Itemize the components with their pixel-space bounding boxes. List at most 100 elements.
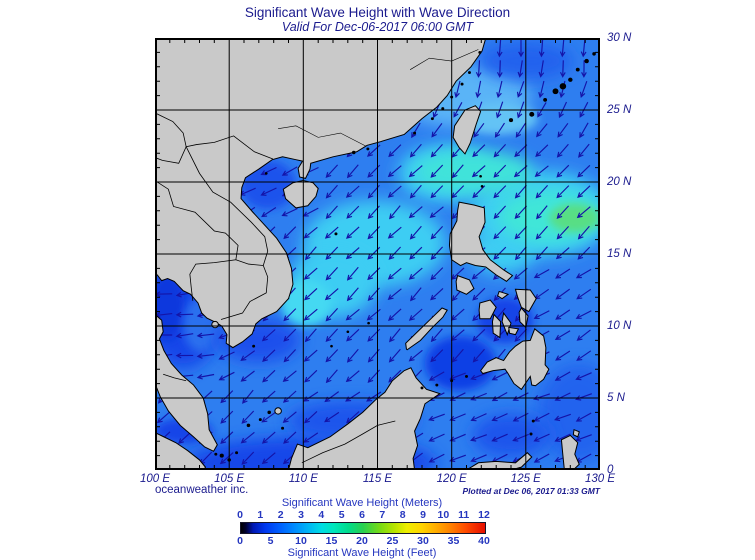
island-ryukyu — [568, 77, 573, 82]
lat-lon-grid — [155, 38, 600, 470]
islet-china-coast — [467, 71, 471, 74]
land-masses — [155, 38, 596, 470]
meters-tick-label: 7 — [379, 509, 386, 521]
border-vietnam-laos — [186, 147, 268, 320]
credit-text: oceanweather inc. — [155, 484, 249, 496]
degree-tick-marks — [155, 38, 600, 470]
island-natuna-east — [281, 426, 285, 430]
chart-title: Significant Wave Height with Wave Direct… — [244, 5, 511, 20]
feet-tick-label: 25 — [386, 535, 399, 547]
island-sangihe — [531, 419, 535, 423]
map-area — [155, 38, 600, 470]
feet-tick-label: 20 — [356, 535, 368, 547]
island-ryukyu — [592, 52, 596, 56]
islet-riau — [235, 451, 239, 455]
island-okinawa — [559, 83, 567, 90]
legend-title-feet: Significant Wave Height (Feet) — [287, 547, 437, 559]
island-sulu — [465, 374, 468, 378]
country-borders — [155, 50, 478, 463]
lon-axis-label: 105 E — [214, 473, 245, 485]
meters-tick-label: 2 — [277, 509, 284, 521]
lon-axis-label: 115 E — [362, 473, 393, 485]
land-hainan — [283, 181, 318, 208]
islet-china-coast — [441, 107, 445, 110]
islet-china-coast — [430, 117, 434, 121]
legend-title-meters: Significant Wave Height (Meters) — [281, 497, 443, 509]
land-panay — [479, 300, 496, 319]
lat-axis-label: 5 N — [607, 392, 625, 404]
islet-china-coast — [460, 82, 464, 86]
feet-tick-label: 10 — [295, 535, 307, 547]
meters-tick-label: 10 — [437, 509, 450, 521]
land-luzon — [449, 202, 512, 281]
island-anambas — [246, 423, 251, 428]
meters-tick-label: 5 — [338, 509, 345, 521]
meters-tick-label: 1 — [257, 509, 264, 521]
lon-axis-label: 125 E — [510, 473, 541, 485]
feet-tick-label: 15 — [325, 535, 338, 547]
island-con-dao — [252, 344, 256, 348]
river-xi — [278, 126, 366, 146]
islet-singapore-area — [219, 453, 224, 458]
lat-axis-label: 30 N — [607, 32, 632, 44]
meters-tick-label: 8 — [399, 509, 406, 521]
island-ryukyu — [508, 118, 514, 123]
lat-axis-label: 20 N — [607, 176, 632, 188]
island-spratly — [367, 321, 370, 325]
island-ryukyu — [584, 58, 589, 64]
island-batanes — [479, 174, 482, 178]
meters-tick-label: 11 — [458, 509, 470, 521]
island-anambas — [258, 418, 262, 422]
land-mainland-asia — [155, 38, 486, 348]
islet-china-coast — [478, 50, 482, 54]
colorbar-gradient — [240, 522, 486, 534]
island-batanes — [480, 185, 484, 188]
feet-tick-label: 30 — [417, 535, 429, 547]
land-malay-peninsula — [155, 314, 217, 451]
wave-height-map — [155, 38, 600, 470]
island-natuna-south — [267, 410, 271, 415]
meters-tick-label: 3 — [298, 509, 304, 521]
land-mindoro — [456, 276, 474, 295]
island-sulu — [420, 386, 424, 390]
border-malaysia-thailand — [163, 374, 186, 380]
land-mindanao — [481, 329, 549, 389]
meters-tick-label: 4 — [318, 509, 325, 521]
land-halmahera — [561, 435, 579, 470]
border-china-vietnam — [155, 136, 273, 163]
lat-axis-label: 0 — [607, 464, 614, 476]
island-paracel — [334, 232, 338, 236]
chart-subtitle: Valid For Dec-06-2017 06:00 GMT — [281, 20, 474, 34]
feet-tick-label: 0 — [237, 535, 243, 547]
land-morotai — [573, 430, 579, 437]
land-palawan — [406, 308, 448, 350]
lon-axis-label: 110 E — [288, 473, 318, 485]
land-masbate — [498, 291, 508, 298]
legend-feet-ticks: 0 5 10 15 20 25 30 35 40 — [237, 535, 490, 547]
land-borneo — [288, 368, 439, 470]
islet-pearl-delta — [366, 147, 370, 151]
meters-tick-label: 6 — [359, 509, 365, 521]
grid-lines — [155, 38, 600, 470]
border-borneo-kalimantan — [302, 421, 395, 463]
island-natuna-besar — [275, 408, 282, 414]
islet-pearl-delta — [351, 150, 356, 155]
border-cambodia-laos — [236, 260, 263, 266]
island-phu-quoc — [212, 321, 219, 327]
lat-axis-label: 10 N — [607, 320, 632, 332]
land-bohol — [509, 327, 519, 334]
colorbar-legend: Significant Wave Height (Meters) 0 1 2 3 4 5 6… — [237, 497, 490, 559]
island-ryukyu — [529, 111, 535, 117]
islet-tonkin — [264, 172, 268, 175]
islet-riau — [214, 452, 218, 456]
feet-tick-label: 5 — [267, 535, 274, 547]
island-sangihe — [529, 432, 533, 436]
island-ryukyu — [575, 67, 580, 72]
meters-tick-label: 0 — [237, 509, 243, 521]
island-sulu — [435, 383, 439, 387]
land-taiwan — [453, 106, 480, 154]
river-south-china — [410, 50, 478, 70]
island-okinawa — [552, 88, 559, 95]
island-spratly — [346, 330, 350, 334]
